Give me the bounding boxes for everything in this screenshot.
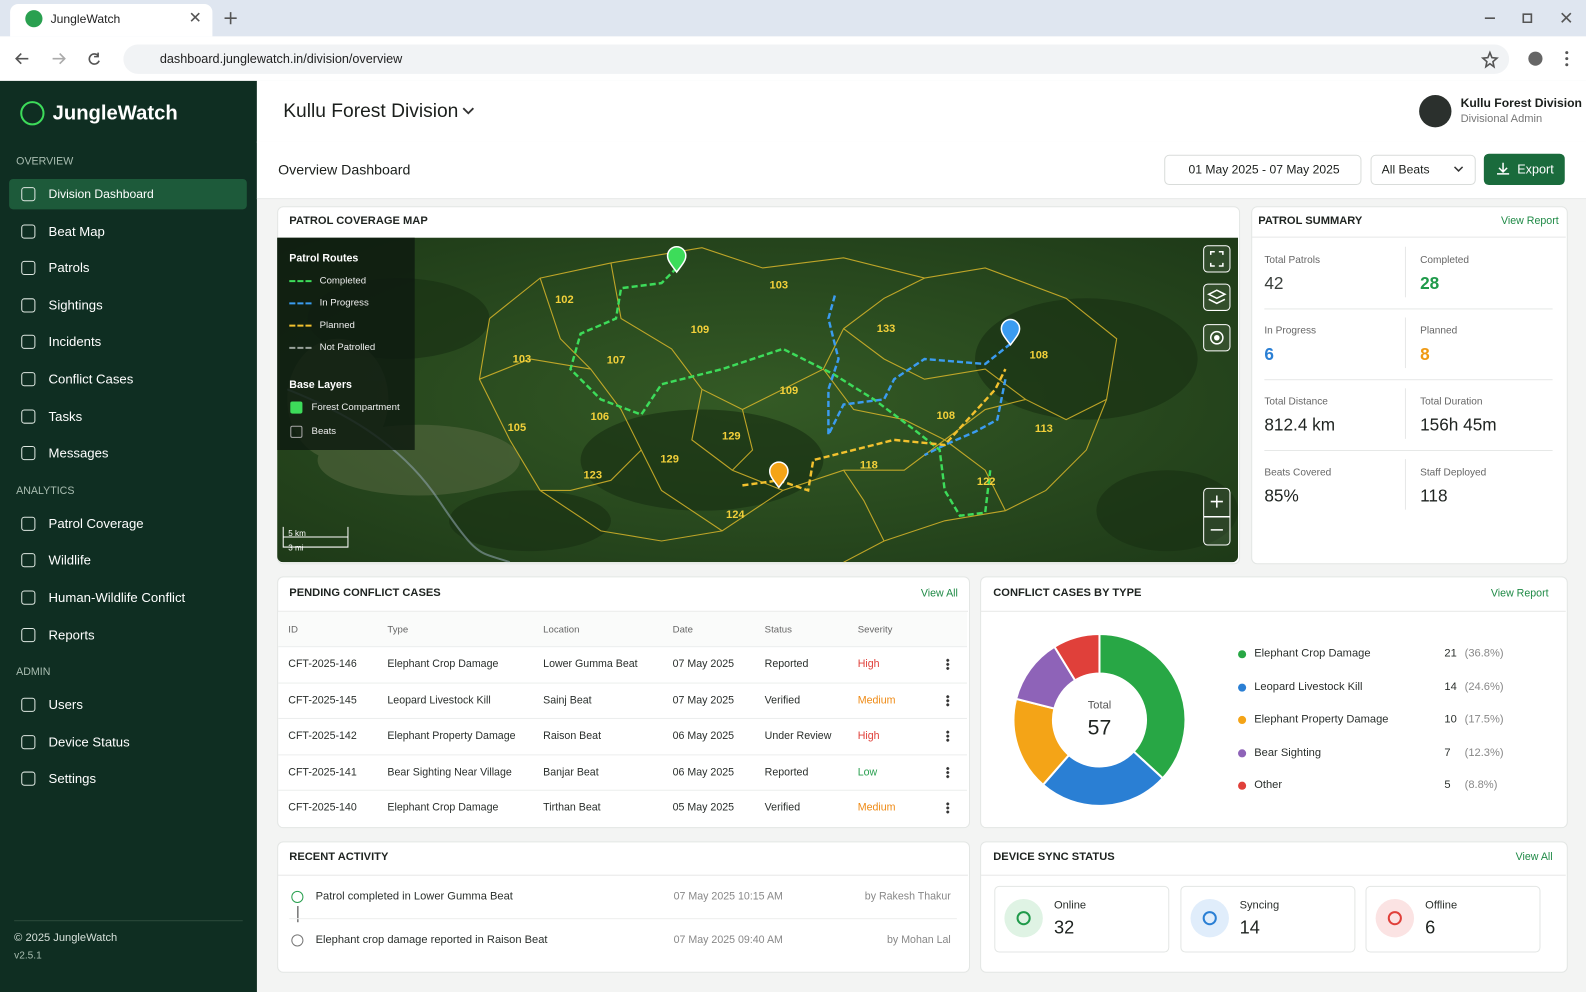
scale-label: 5 km xyxy=(288,529,306,539)
back[interactable] xyxy=(15,53,29,65)
reload[interactable] xyxy=(88,52,100,65)
url: dashboard.junglewatch.in/division/overvi… xyxy=(159,52,403,67)
donut-segment xyxy=(1098,633,1187,780)
avatar[interactable] xyxy=(1419,95,1452,128)
compartment-label: 124 xyxy=(726,509,745,522)
compartment-label: 129 xyxy=(660,453,679,466)
legend-title: Base Layers xyxy=(289,378,352,392)
legend-swatch xyxy=(289,346,312,349)
pending-cases-card xyxy=(277,576,971,829)
header xyxy=(256,80,1586,143)
map-overlay: Patrol Routes Completed In Progress Planned… xyxy=(277,238,1238,563)
compartment-label: 103 xyxy=(769,279,789,292)
layer-checkbox[interactable] xyxy=(290,425,303,438)
window-controls[interactable] xyxy=(1484,12,1572,24)
chevron xyxy=(462,107,475,115)
profile[interactable] xyxy=(1528,51,1543,66)
layer-item: Forest Compartment xyxy=(311,401,400,413)
toolbar xyxy=(256,141,1586,200)
close-tab[interactable] xyxy=(190,12,200,22)
url-field[interactable] xyxy=(123,44,1510,74)
map-pins[interactable] xyxy=(666,245,1021,489)
compartment-label: 108 xyxy=(1029,349,1049,362)
recent-activity-card xyxy=(277,841,971,973)
beat-filter: All Beats xyxy=(1381,162,1430,177)
bookmark[interactable] xyxy=(1480,50,1499,69)
compartment-label: 123 xyxy=(583,469,603,482)
compartment-label: 102 xyxy=(555,293,574,306)
export-button[interactable] xyxy=(1483,153,1565,186)
compartment-label: 122 xyxy=(976,475,996,488)
map[interactable] xyxy=(277,237,1239,563)
date-range: 01 May 2025 - 07 May 2025 xyxy=(1188,162,1340,177)
legend-swatch xyxy=(289,324,312,327)
compartment-label: 103 xyxy=(512,353,532,366)
donut-chart xyxy=(1012,633,1187,807)
division-selector[interactable]: Kullu Forest Division xyxy=(283,100,459,122)
compartment-label: 106 xyxy=(590,410,610,424)
compartment-label: 129 xyxy=(722,430,741,443)
tab-title: JungleWatch xyxy=(50,11,121,27)
legend-item: In Progress xyxy=(319,297,369,309)
legend-item: Planned xyxy=(319,319,355,331)
donut-segment xyxy=(1053,633,1101,682)
beat-select[interactable] xyxy=(1370,154,1476,186)
legend-item: Completed xyxy=(319,275,367,287)
page-title: Overview Dashboard xyxy=(278,161,411,178)
device-sync-card xyxy=(980,841,1568,973)
compartment-label: 133 xyxy=(876,322,896,336)
legend-swatch xyxy=(289,280,312,283)
legend-item: Not Patrolled xyxy=(319,342,376,354)
legend-swatch xyxy=(289,302,312,305)
compartment-label: 113 xyxy=(1034,423,1053,436)
layer-checkbox[interactable] xyxy=(290,401,303,414)
export-label: Export xyxy=(1517,162,1554,177)
sidebar xyxy=(0,80,257,992)
forward[interactable] xyxy=(52,53,66,65)
patrol-summary-card xyxy=(1251,206,1568,565)
user-name: Kullu Forest Division xyxy=(1460,95,1582,111)
chevron xyxy=(1453,166,1464,172)
user-role: Divisional Admin xyxy=(1460,112,1543,125)
compartment-label: 105 xyxy=(507,422,527,435)
tab-icon xyxy=(25,10,43,28)
download-icon xyxy=(1496,162,1510,175)
menu[interactable] xyxy=(1565,51,1569,67)
legend-title: Patrol Routes xyxy=(289,252,359,265)
compartment-label: 109 xyxy=(779,384,799,397)
tab[interactable] xyxy=(10,4,213,37)
compartment-label: 108 xyxy=(936,409,956,423)
browser-icons xyxy=(15,12,1572,69)
date-picker[interactable] xyxy=(1164,154,1362,186)
scale-label: 3 mi xyxy=(288,543,304,553)
donut-segment xyxy=(1041,750,1165,807)
new-tab[interactable] xyxy=(224,12,237,25)
layer-item: Beats xyxy=(311,426,337,438)
compartment-label: 118 xyxy=(859,459,878,472)
compartment-label: 107 xyxy=(606,354,626,367)
tab-strip xyxy=(0,0,1586,37)
compartment-label: 109 xyxy=(690,323,710,337)
